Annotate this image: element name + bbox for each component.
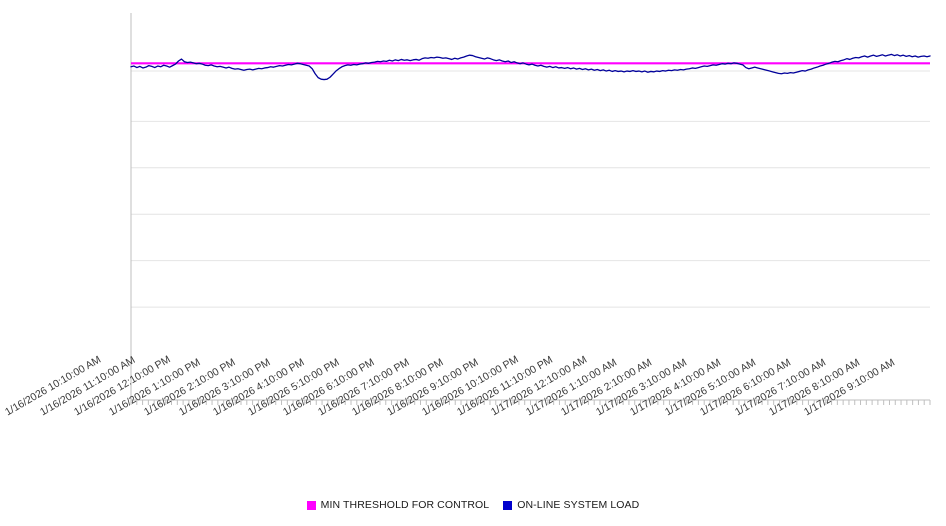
chart-plot-area: [0, 0, 946, 470]
load-line: [130, 53, 931, 81]
plot-background: [0, 0, 946, 470]
legend-item-min-threshold-for-control[interactable]: MIN THRESHOLD FOR CONTROL: [306, 499, 490, 511]
legend-item-on-line-system-load[interactable]: ON-LINE SYSTEM LOAD: [503, 499, 639, 511]
legend-label-on-line-system-load: ON-LINE SYSTEM LOAD: [517, 499, 640, 511]
legend-swatch-blue: [503, 500, 513, 510]
gridlines: [131, 70, 930, 308]
chart-legend: MIN THRESHOLD FOR CONTROL ON-LINE SYSTEM…: [0, 495, 946, 515]
legend-label-min-threshold-for-control: MIN THRESHOLD FOR CONTROL: [320, 499, 490, 511]
legend-swatch-magenta: [306, 500, 316, 510]
x-axis-ticks: [130, 400, 931, 405]
data-series: [130, 53, 931, 81]
